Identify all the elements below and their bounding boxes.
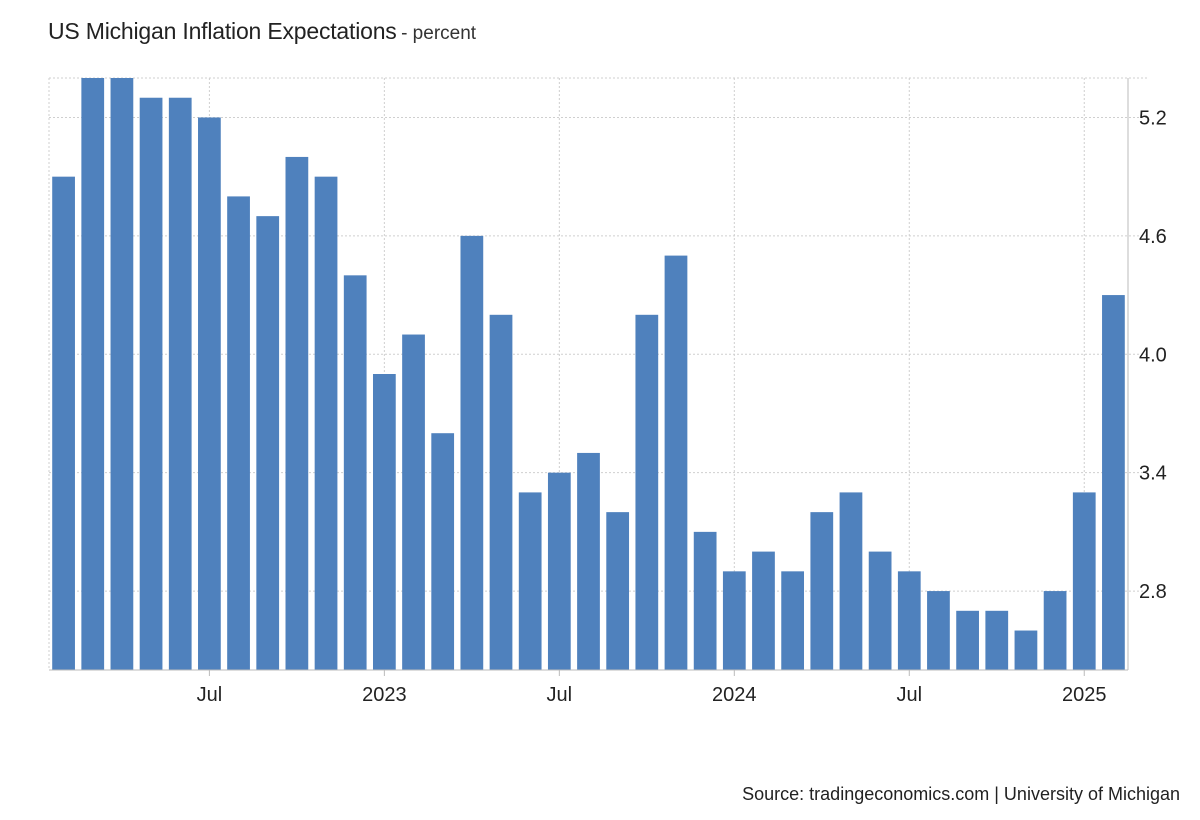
- bar: [781, 571, 805, 670]
- bar: [518, 492, 542, 670]
- bar: [810, 512, 834, 670]
- y-tick-label: 5.2: [1139, 107, 1167, 129]
- bar: [635, 314, 659, 670]
- bar: [227, 196, 250, 670]
- y-tick-label: 2.8: [1139, 581, 1167, 603]
- bar: [606, 512, 630, 670]
- bar: [402, 334, 425, 670]
- chart-subtitle: - percent: [401, 23, 477, 44]
- bar: [547, 472, 571, 670]
- bar: [431, 433, 455, 670]
- bar: [139, 97, 163, 670]
- bar: [1072, 492, 1096, 670]
- bar: [343, 275, 367, 670]
- bar: [460, 235, 484, 670]
- bar: [1014, 630, 1038, 670]
- bar: [868, 551, 892, 670]
- x-tick-label: 2023: [362, 684, 407, 706]
- bar: [256, 216, 280, 670]
- y-tick-label: 4.6: [1139, 226, 1167, 248]
- bar: [168, 97, 192, 670]
- y-tick-label: 4.0: [1139, 344, 1167, 366]
- bar: [985, 610, 1009, 670]
- bar: [285, 156, 309, 670]
- bar: [693, 531, 717, 670]
- bar: [314, 176, 338, 670]
- x-tick-label: Jul: [896, 684, 922, 706]
- bar: [956, 610, 979, 670]
- bar: [664, 255, 688, 670]
- x-tick-label: Jul: [197, 684, 223, 706]
- x-tick-label: 2025: [1062, 684, 1107, 706]
- bar: [198, 117, 221, 670]
- chart-header: US Michigan Inflation Expectations - per…: [48, 18, 476, 45]
- bar: [52, 176, 75, 670]
- chart-title: US Michigan Inflation Expectations: [48, 18, 397, 44]
- bar: [927, 591, 950, 670]
- bar: [752, 551, 775, 670]
- bar: [722, 571, 746, 670]
- bar: [577, 452, 600, 670]
- bar: [1102, 295, 1125, 670]
- bar: [489, 314, 513, 670]
- bar: [372, 374, 396, 670]
- bar: [110, 78, 134, 670]
- bar: [897, 571, 921, 670]
- y-tick-label: 3.4: [1139, 463, 1167, 485]
- bar: [81, 78, 105, 670]
- source-note: Source: tradingeconomics.com | Universit…: [742, 784, 1180, 804]
- bar: [1043, 591, 1067, 670]
- x-tick-label: 2024: [712, 684, 757, 706]
- x-tick-label: Jul: [547, 684, 573, 706]
- bar: [839, 492, 863, 670]
